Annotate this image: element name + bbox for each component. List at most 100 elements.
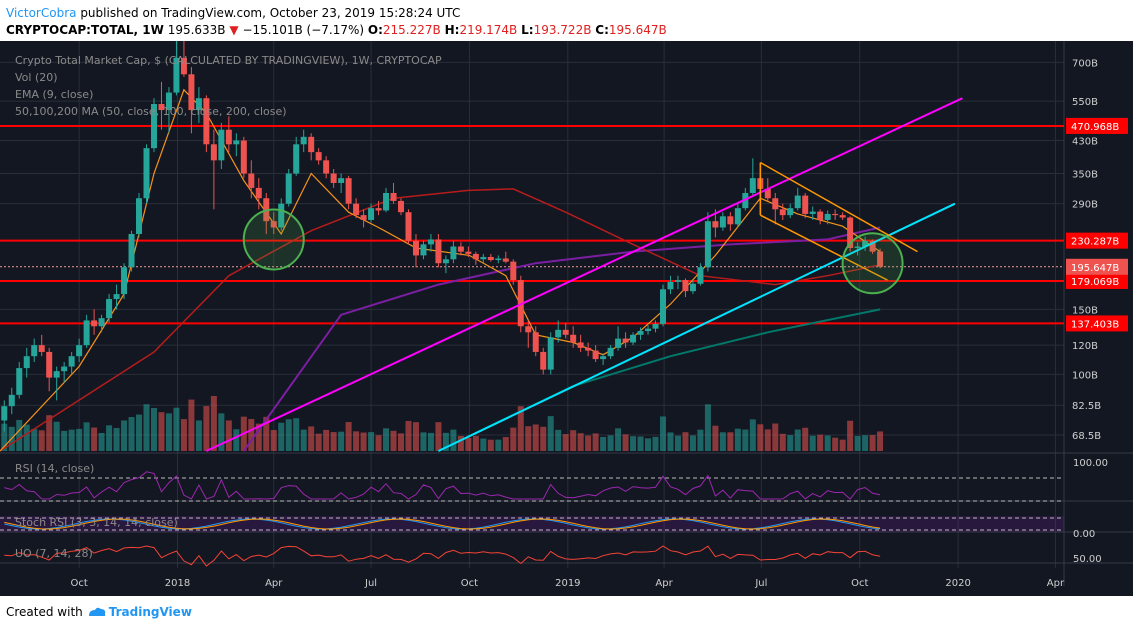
candle-up[interactable] [689,283,696,292]
candle-up[interactable] [615,338,622,348]
candle-down[interactable] [802,195,809,214]
candle-down[interactable] [525,326,532,333]
candle-down[interactable] [727,216,734,225]
candle-down[interactable] [472,253,479,260]
candle-down[interactable] [577,342,584,348]
candle-down[interactable] [435,239,442,264]
candle-up[interactable] [442,259,449,264]
candle-up[interactable] [734,208,741,225]
candle-down[interactable] [847,217,854,248]
candle-down[interactable] [570,334,577,343]
candle-down[interactable] [465,251,472,254]
candle-up[interactable] [652,323,659,329]
candle-up[interactable] [862,240,869,247]
candle-up[interactable] [113,294,120,300]
candle-down[interactable] [330,173,337,183]
chart-canvas[interactable]: 470.968B 230.287B 179.069B 137.403B 195.647B… [0,41,1133,596]
candle-up[interactable] [637,331,644,335]
candle-up[interactable] [106,299,113,319]
candle-up[interactable] [16,368,23,395]
candle-up[interactable] [794,195,801,209]
candle-up[interactable] [659,289,666,324]
candle-up[interactable] [600,356,607,360]
candle-up[interactable] [480,256,487,260]
candle-down[interactable] [270,221,277,228]
candle-up[interactable] [645,328,652,332]
tradingview-brand[interactable]: TradingView [87,605,192,619]
candle-up[interactable] [338,178,345,183]
candle-down[interactable] [255,187,262,199]
candle-up[interactable] [383,192,390,211]
candle-down[interactable] [585,347,592,351]
candle-up[interactable] [68,356,75,367]
candle-up[interactable] [53,371,60,378]
candle-down[interactable] [323,160,330,174]
candle-up[interactable] [76,345,83,357]
candle-up[interactable] [195,98,202,111]
candle-up[interactable] [128,234,135,268]
candle-up[interactable] [165,92,172,111]
candle-up[interactable] [98,318,105,327]
candle-up[interactable] [704,221,711,268]
author-link[interactable]: VictorCobra [6,6,77,20]
candle-down[interactable] [210,144,217,161]
candle-down[interactable] [248,173,255,188]
candle-down[interactable] [345,178,352,204]
candle-up[interactable] [719,216,726,228]
candle-up[interactable] [293,144,300,174]
candle-up[interactable] [121,267,128,295]
candle-up[interactable] [787,208,794,216]
candle-down[interactable] [390,192,397,201]
candle-up[interactable] [218,129,225,161]
candle-down[interactable] [412,240,419,256]
candle-down[interactable] [457,246,464,252]
candle-up[interactable] [547,337,554,370]
candle-down[interactable] [375,208,382,211]
candle-down[interactable] [839,215,846,218]
candle-up[interactable] [674,280,681,282]
candle-up[interactable] [300,136,307,145]
candle-down[interactable] [398,200,405,213]
candle-up[interactable] [173,57,180,93]
candle-down[interactable] [622,338,629,343]
candle-up[interactable] [233,140,240,145]
candle-up[interactable] [607,347,614,357]
candle-down[interactable] [764,188,771,199]
candle-up[interactable] [143,148,150,199]
candle-down[interactable] [682,280,689,292]
candle-up[interactable] [667,281,674,290]
candle-down[interactable] [180,57,187,75]
candle-down[interactable] [712,221,719,228]
candle-up[interactable] [61,366,68,372]
candle-down[interactable] [158,104,165,111]
candle-up[interactable] [278,203,285,228]
candle-down[interactable] [240,140,247,174]
candle-down[interactable] [502,258,509,262]
candle-up[interactable] [136,198,143,235]
candle-down[interactable] [540,351,547,370]
candle-down[interactable] [225,129,232,145]
candle-up[interactable] [749,178,756,193]
candle-down[interactable] [38,345,45,352]
candle-down[interactable] [817,211,824,220]
candle-up[interactable] [420,244,427,256]
candle-down[interactable] [592,350,599,360]
candle-up[interactable] [368,208,375,220]
candles[interactable] [1,41,884,432]
candle-up[interactable] [285,173,292,204]
candle-down[interactable] [353,203,360,216]
candle-down[interactable] [869,240,876,252]
candle-down[interactable] [877,251,884,267]
candle-down[interactable] [562,329,569,335]
candle-up[interactable] [809,211,816,214]
candle-up[interactable] [630,334,637,343]
candle-down[interactable] [487,256,494,261]
candle-up[interactable] [697,267,704,284]
candle-up[interactable] [31,345,38,357]
candle-up[interactable] [83,320,90,346]
candle-up[interactable] [1,406,8,421]
candle-down[interactable] [405,212,412,241]
candle-down[interactable] [772,198,779,210]
candle-down[interactable] [510,261,517,281]
candle-down[interactable] [360,215,367,220]
